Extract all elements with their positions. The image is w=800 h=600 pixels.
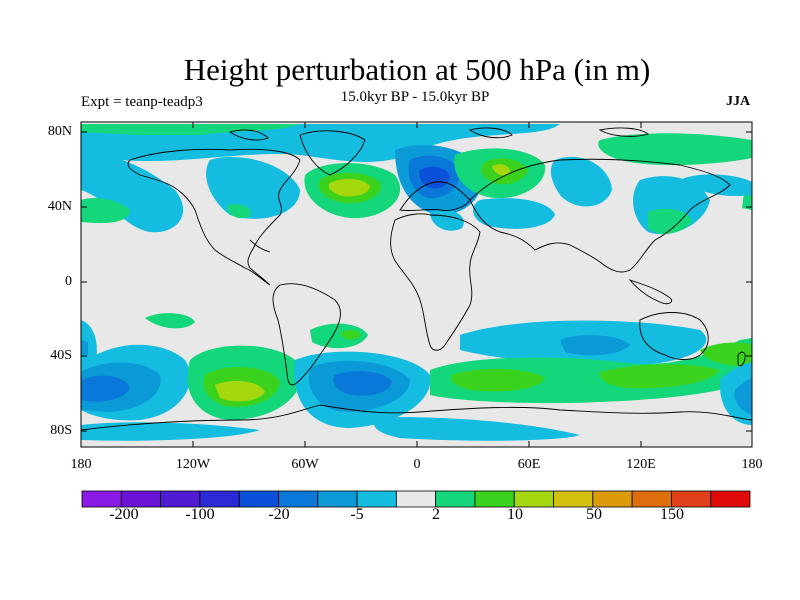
colorbar-label: -200 [109,506,139,523]
y-tick-label: 40S [50,348,72,363]
colorbar-box [553,490,594,508]
colorbar-box [317,490,358,508]
colorbar-box [395,490,437,508]
x-tick-label: 0 [413,457,421,472]
colorbar-box [671,490,712,508]
colorbar [81,490,751,508]
plot-subtitle: 15.0kyr BP - 15.0kyr BP [340,89,490,105]
colorbar-label: -100 [185,506,215,523]
x-tick-label: 180 [741,457,763,472]
colorbar-box [356,490,397,508]
colorbar-box [474,490,515,508]
colorbar-label: -20 [268,506,290,523]
colorbar-label: -5 [350,506,364,523]
colorbar-box [592,490,633,508]
y-tick-label: 80S [50,423,72,438]
plot-title: Height perturbation at 500 hPa (in m) [183,52,651,87]
axis-ticks [81,122,752,447]
x-tick-label: 60W [291,457,319,472]
colorbar-box [513,490,554,508]
colorbar-box [81,490,122,508]
x-tick-label: 180 [70,457,92,472]
colorbar-box [278,490,319,508]
y-tick-label: 0 [65,274,72,289]
colorbar-box [199,490,240,508]
season-label: JJA [726,94,751,109]
colorbar-label: 50 [586,506,602,523]
colorbar-label: 10 [507,506,523,523]
colorbar-box [160,490,201,508]
colorbar-box [631,490,672,508]
colorbar-box [120,490,161,508]
contour-fill [81,124,752,441]
x-tick-label: 120W [175,457,211,472]
colorbar-label: 2 [432,506,440,523]
y-tick-label: 80N [47,124,72,139]
colorbar-box [238,490,279,508]
x-tick-label: 60E [517,457,541,472]
coastlines [81,127,752,431]
x-tick-label: 120E [626,457,656,472]
experiment-label: Expt = teanp-teadp3 [81,94,203,110]
y-tick-label: 40N [47,199,72,214]
colorbar-label: 150 [660,506,684,523]
colorbar-box [435,490,476,508]
colorbar-box [710,490,751,508]
